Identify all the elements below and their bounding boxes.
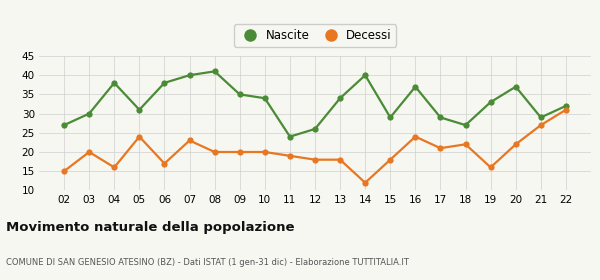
Decessi [61,169,68,173]
Decessi [286,154,293,158]
Nascite [562,104,569,108]
Nascite [437,116,444,119]
Decessi [236,150,244,154]
Nascite [110,81,118,85]
Decessi [211,150,218,154]
Nascite [412,85,419,88]
Nascite [236,93,244,96]
Decessi [562,108,569,111]
Decessi [161,162,168,165]
Text: COMUNE DI SAN GENESIO ATESINO (BZ) - Dati ISTAT (1 gen-31 dic) - Elaborazione TU: COMUNE DI SAN GENESIO ATESINO (BZ) - Dat… [6,258,409,267]
Nascite [86,112,93,115]
Nascite [362,74,369,77]
Nascite [211,70,218,73]
Decessi [362,181,369,185]
Nascite [61,123,68,127]
Decessi [186,139,193,142]
Nascite [487,101,494,104]
Nascite [161,81,168,85]
Nascite [512,85,520,88]
Nascite [261,97,268,100]
Decessi [437,146,444,150]
Nascite [311,127,319,131]
Legend: Nascite, Decessi: Nascite, Decessi [233,24,397,47]
Decessi [337,158,344,161]
Decessi [86,150,93,154]
Nascite [136,108,143,111]
Text: Movimento naturale della popolazione: Movimento naturale della popolazione [6,221,295,234]
Nascite [386,116,394,119]
Nascite [286,135,293,138]
Decessi [487,166,494,169]
Decessi [311,158,319,161]
Nascite [337,97,344,100]
Decessi [136,135,143,138]
Nascite [462,123,469,127]
Line: Nascite: Nascite [61,68,569,140]
Decessi [386,158,394,161]
Nascite [186,74,193,77]
Decessi [412,135,419,138]
Nascite [537,116,544,119]
Decessi [462,143,469,146]
Decessi [261,150,268,154]
Decessi [537,123,544,127]
Decessi [512,143,520,146]
Decessi [110,166,118,169]
Line: Decessi: Decessi [61,107,569,186]
